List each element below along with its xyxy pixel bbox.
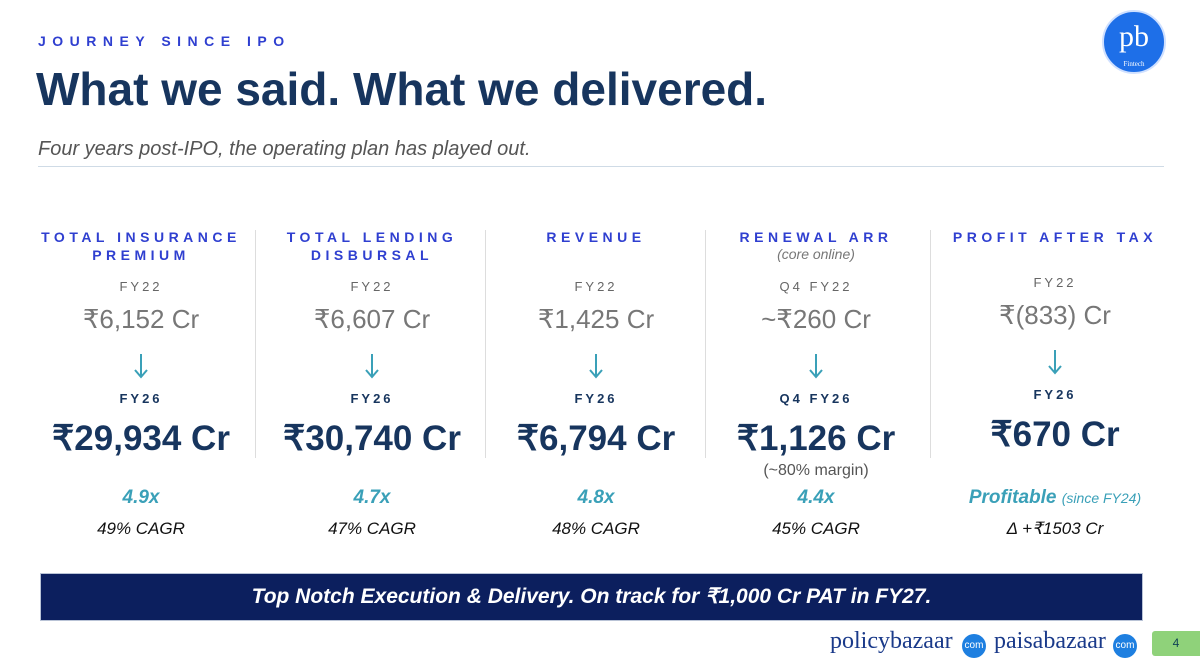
multiple-note: (since FY24) [1061,490,1142,506]
arrow [1048,350,1062,375]
divider [705,230,706,458]
brand-badge: com [962,634,986,658]
growth: 49% CAGR [97,519,185,538]
divider [930,230,931,458]
end-value: ₹29,934 Cr [52,419,230,458]
brand: paisabazaar [994,628,1106,654]
growth: Δ +₹1503 Cr [1006,519,1104,538]
brand-badge: com [1113,634,1137,658]
multiple-text: 4.9x [122,487,160,508]
growth: 47% CAGR [328,519,416,538]
period-label: FY22 [574,279,618,294]
rule [38,166,1164,167]
start-value: ₹6,607 Cr [313,304,431,334]
multiple: 4.9x [26,487,256,509]
arrow [809,354,823,379]
page-number: 4 [1152,631,1200,656]
period-label: Q4 FY22 [779,279,853,294]
multiple-text: 4.7x [353,487,391,508]
start-value: ~₹260 Cr [761,304,871,334]
period-label: FY26 [574,391,618,406]
period-label: FY22 [350,279,394,294]
multiple-text: 4.4x [797,487,835,508]
logo-sub: Fintech [1124,60,1145,68]
subtitle: Four years post-IPO, the operating plan … [38,138,531,160]
start-value: ₹(833) Cr [999,300,1111,330]
banner: Top Notch Execution & Delivery. On track… [40,573,1143,621]
divider [485,230,486,458]
growth: 45% CAGR [772,519,860,538]
metric-title: TOTAL INSURANCE [41,229,241,245]
arrow [365,354,379,379]
metric-title: TOTAL LENDING [286,229,458,245]
logo-text: pb [1119,20,1149,53]
period-label: Q4 FY26 [779,391,853,406]
end-value: ₹670 Cr [990,415,1120,454]
metric-title: RENEWAL ARR [739,229,893,245]
period-label: FY26 [350,391,394,406]
start-value: ₹1,425 Cr [537,304,655,334]
multiple: 4.4x [701,487,931,509]
metric-subtitle: (core online) [777,246,855,262]
multiple-text: Profitable [968,487,1057,508]
period-label: FY22 [1033,275,1077,290]
multiple: 4.7x [257,487,487,509]
metric-title: PROFIT AFTER TAX [952,229,1158,245]
brand: policybazaar [830,628,953,654]
start-value: ₹6,152 Cr [82,304,200,334]
period-label: FY26 [1033,387,1077,402]
period-label: FY22 [119,279,163,294]
eyebrow: JOURNEY SINCE IPO [38,33,291,49]
logo: pb Fintech [1102,10,1166,74]
metric-title: DISBURSAL [310,247,434,263]
arrow [134,354,148,379]
slide-title: What we said. What we delivered. [36,63,768,115]
multiple: 4.8x [481,487,711,509]
metric-title: PREMIUM [92,247,190,263]
multiple: Profitable (since FY24) [940,487,1170,509]
end-value: ₹1,126 Cr [736,419,896,458]
end-value: ₹30,740 Cr [283,419,461,458]
divider [255,230,256,458]
period-label: FY26 [119,391,163,406]
multiple-text: 4.8x [577,487,615,508]
growth: 48% CAGR [552,519,640,538]
arrow [589,354,603,379]
end-value: ₹6,794 Cr [516,419,676,458]
metric-title: REVENUE [546,229,646,245]
note: (~80% margin) [763,462,869,479]
